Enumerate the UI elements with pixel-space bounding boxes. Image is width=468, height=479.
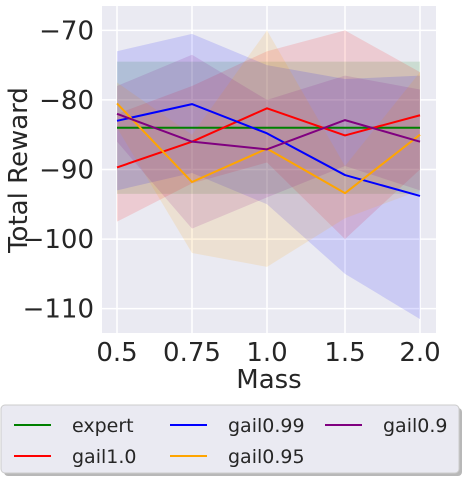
- legend-frame: [0, 404, 460, 474]
- series-line-gail0.99: [116, 103, 421, 197]
- series-line-gail0.9: [116, 112, 421, 151]
- series-lines: [116, 102, 421, 197]
- x-tick-labels: 0.5 0.75 1.0 1.5 2.0: [96, 338, 440, 368]
- y-tick-label: −100: [23, 225, 94, 255]
- legend-label-expert: expert: [72, 415, 134, 437]
- error-band-gail0.9: [117, 54, 420, 229]
- legend-label-gail0.99: gail0.99: [228, 415, 305, 437]
- x-tick-label: 1.5: [324, 338, 365, 368]
- y-tick-label: −70: [39, 16, 94, 46]
- y-tick-label: −90: [39, 156, 94, 186]
- legend-label-gail1.0: gail1.0: [72, 446, 136, 468]
- x-tick-label: 2.0: [399, 338, 440, 368]
- x-tick-label: 0.75: [163, 338, 221, 368]
- legend: expert gail1.0 gail0.99 gail0.95 gail0.9: [0, 404, 462, 476]
- y-tick-label: −110: [23, 295, 94, 325]
- legend-label-gail0.9: gail0.9: [383, 415, 447, 437]
- legend-label-gail0.95: gail0.95: [228, 446, 305, 468]
- y-axis-label: Total Reward: [4, 87, 34, 254]
- series-line-gail1.0: [116, 107, 421, 169]
- y-tick-label: −80: [39, 86, 94, 116]
- x-axis-label: Mass: [236, 365, 301, 395]
- grid: [102, 6, 436, 333]
- x-tick-label: 1.0: [246, 338, 287, 368]
- y-tick-labels: −70 −80 −90 −100 −110: [23, 16, 94, 324]
- x-tick-label: 0.5: [96, 338, 137, 368]
- legend-items: expert gail1.0 gail0.99 gail0.95 gail0.9: [14, 415, 447, 468]
